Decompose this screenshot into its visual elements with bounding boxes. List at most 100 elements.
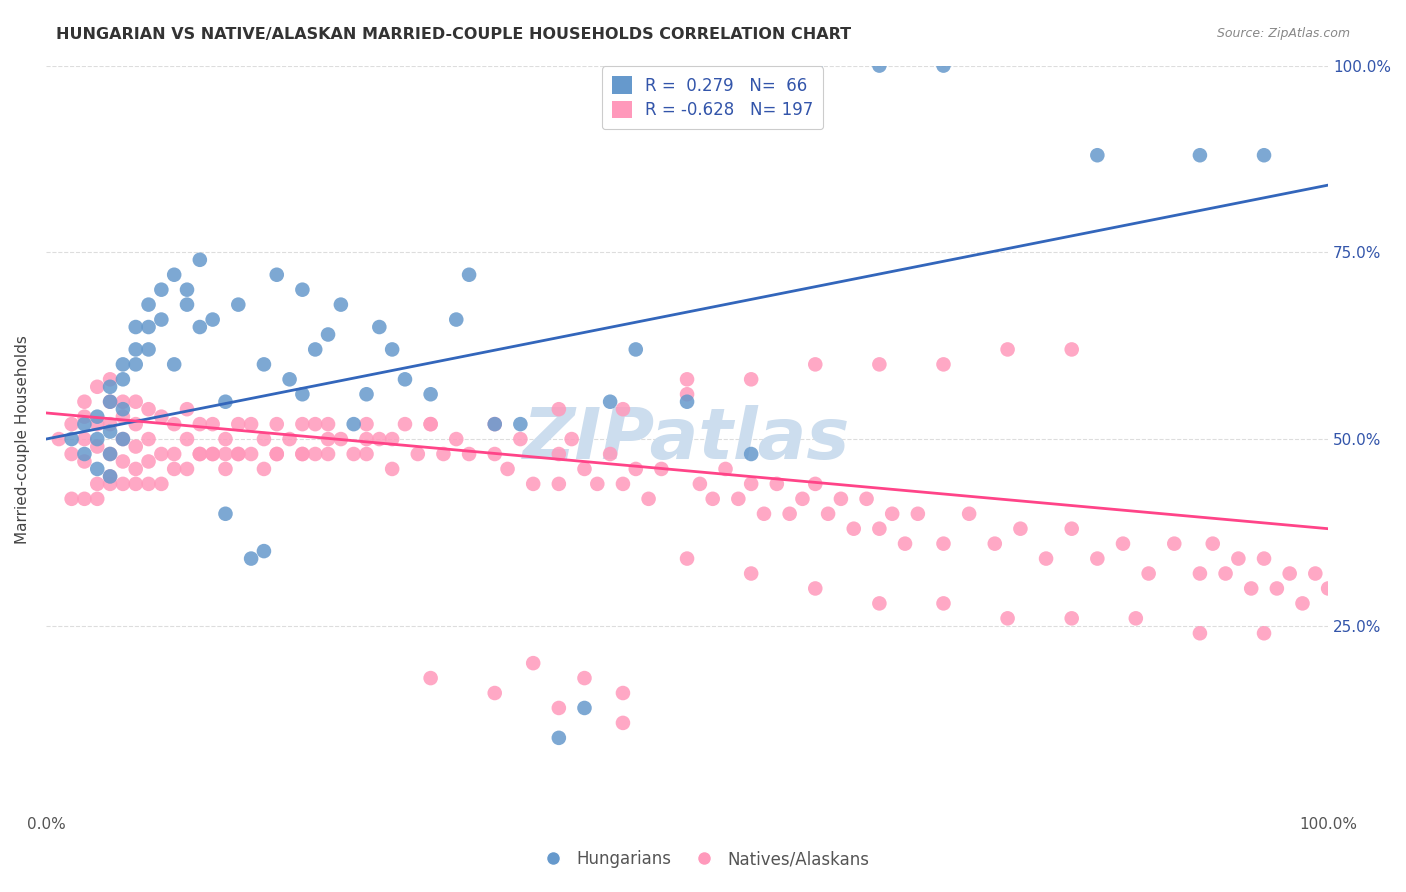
Point [138, 298, 160, 312]
Point [547, 731, 569, 745]
Point [176, 462, 198, 476]
Point [111, 476, 134, 491]
Point [446, 312, 468, 326]
Point [907, 507, 929, 521]
Point [150, 409, 173, 424]
Point [997, 343, 1019, 357]
Point [381, 462, 404, 476]
Text: HUNGARIAN VS NATIVE/ALASKAN MARRIED-COUPLE HOUSEHOLDS CORRELATION CHART: HUNGARIAN VS NATIVE/ALASKAN MARRIED-COUP… [56, 27, 852, 42]
Point [188, 447, 211, 461]
Point [86, 476, 108, 491]
Point [86, 491, 108, 506]
Point [176, 432, 198, 446]
Point [125, 394, 148, 409]
Point [163, 268, 186, 282]
Point [1085, 551, 1108, 566]
Point [291, 447, 314, 461]
Point [304, 417, 326, 431]
Point [73, 454, 96, 468]
Point [98, 447, 121, 461]
Point [676, 372, 699, 386]
Point [484, 686, 506, 700]
Point [304, 447, 326, 461]
Point [73, 417, 96, 431]
Point [547, 476, 569, 491]
Point [509, 432, 531, 446]
Point [830, 491, 852, 506]
Point [163, 417, 186, 431]
Point [111, 432, 134, 446]
Point [73, 394, 96, 409]
Point [458, 447, 481, 461]
Point [98, 425, 121, 439]
Point [214, 432, 236, 446]
Point [509, 417, 531, 431]
Point [291, 283, 314, 297]
Point [86, 417, 108, 431]
Point [60, 432, 83, 446]
Point [882, 507, 904, 521]
Point [138, 476, 160, 491]
Point [226, 447, 249, 461]
Point [111, 394, 134, 409]
Point [624, 462, 647, 476]
Point [1085, 148, 1108, 162]
Point [419, 417, 441, 431]
Point [98, 469, 121, 483]
Point [343, 447, 366, 461]
Point [842, 522, 865, 536]
Point [1227, 551, 1250, 566]
Point [176, 298, 198, 312]
Point [637, 491, 659, 506]
Point [329, 298, 352, 312]
Point [138, 343, 160, 357]
Point [73, 432, 96, 446]
Point [779, 507, 801, 521]
Point [1125, 611, 1147, 625]
Point [740, 447, 762, 461]
Point [1278, 566, 1301, 581]
Point [111, 402, 134, 417]
Point [817, 507, 839, 521]
Point [804, 357, 827, 371]
Point [484, 417, 506, 431]
Point [98, 469, 121, 483]
Point [702, 491, 724, 506]
Point [689, 476, 711, 491]
Point [547, 701, 569, 715]
Legend: Hungarians, Natives/Alaskans: Hungarians, Natives/Alaskans [530, 844, 876, 875]
Point [612, 402, 634, 417]
Point [278, 372, 301, 386]
Point [73, 409, 96, 424]
Point [98, 394, 121, 409]
Point [381, 432, 404, 446]
Point [356, 447, 378, 461]
Point [201, 447, 224, 461]
Point [98, 447, 121, 461]
Point [240, 551, 263, 566]
Point [612, 715, 634, 730]
Point [86, 380, 108, 394]
Legend: R =  0.279   N=  66, R = -0.628   N= 197: R = 0.279 N= 66, R = -0.628 N= 197 [602, 67, 824, 129]
Point [125, 357, 148, 371]
Point [599, 447, 621, 461]
Point [1035, 551, 1057, 566]
Point [496, 462, 519, 476]
Point [1188, 148, 1211, 162]
Point [48, 432, 70, 446]
Point [932, 536, 955, 550]
Point [316, 432, 339, 446]
Point [125, 417, 148, 431]
Point [1163, 536, 1185, 550]
Point [868, 357, 890, 371]
Point [676, 394, 699, 409]
Point [394, 372, 416, 386]
Point [111, 372, 134, 386]
Point [446, 432, 468, 446]
Point [1060, 611, 1083, 625]
Point [86, 409, 108, 424]
Point [868, 59, 890, 73]
Point [522, 476, 544, 491]
Point [60, 447, 83, 461]
Point [419, 417, 441, 431]
